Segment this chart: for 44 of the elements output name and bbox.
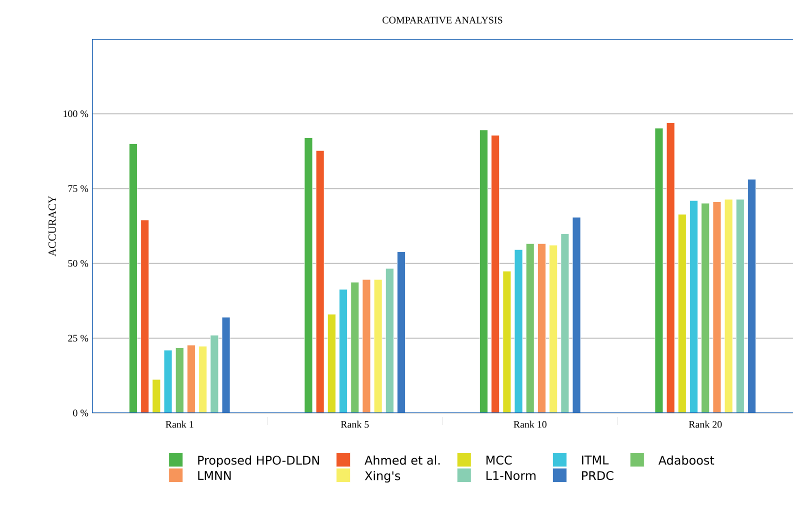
- bar: [129, 144, 138, 413]
- bar: [175, 348, 184, 413]
- y-tick-label: 0 %: [73, 410, 88, 416]
- bar: [339, 289, 348, 413]
- y-tick-label: 25 %: [68, 334, 88, 342]
- bar: [491, 135, 500, 413]
- x-tick-label: Rank 20: [688, 420, 722, 428]
- legend-label: Xing's: [364, 470, 400, 483]
- bar: [374, 279, 382, 413]
- bar: [327, 314, 336, 413]
- legend-label: PRDC: [582, 471, 614, 480]
- chart-title: COMPARATIVE ANALYSIS: [382, 16, 502, 24]
- legend-label: Adaboost: [658, 456, 714, 465]
- legend-label: Ahmed et al.: [364, 456, 440, 465]
- bar: [480, 130, 488, 413]
- bar: [385, 268, 394, 413]
- y-axis-title: ACCURACY: [48, 196, 56, 256]
- bar: [701, 203, 710, 413]
- y-tick-label: 100 %: [64, 110, 88, 118]
- legend-label: L1-Norm: [486, 471, 536, 480]
- bar: [690, 200, 698, 413]
- y-tick-label: 50 %: [68, 260, 88, 267]
- legend-label: Proposed HPO-DLDN: [198, 456, 319, 468]
- y-tick-label: 75 %: [68, 185, 88, 192]
- legend-label: LMNN: [198, 471, 231, 480]
- bar: [736, 199, 744, 413]
- x-tick-label: Rank 5: [340, 420, 369, 428]
- bar: [350, 282, 360, 413]
- bar: [538, 243, 546, 413]
- bar: [678, 214, 686, 413]
- legend-label: MCC: [486, 456, 512, 465]
- bar: [549, 244, 558, 413]
- bar: [198, 346, 208, 413]
- bar: [748, 179, 756, 413]
- bar: [187, 344, 196, 413]
- bar: [526, 243, 534, 413]
- x-tick-label: Rank 10: [514, 420, 546, 428]
- bar: [140, 220, 150, 413]
- bar: [666, 122, 675, 413]
- bar: [724, 199, 733, 413]
- x-tick-label: Rank 1: [166, 420, 194, 428]
- bar: [316, 150, 324, 413]
- legend-label: ITML: [582, 456, 609, 464]
- bar: [397, 252, 406, 413]
